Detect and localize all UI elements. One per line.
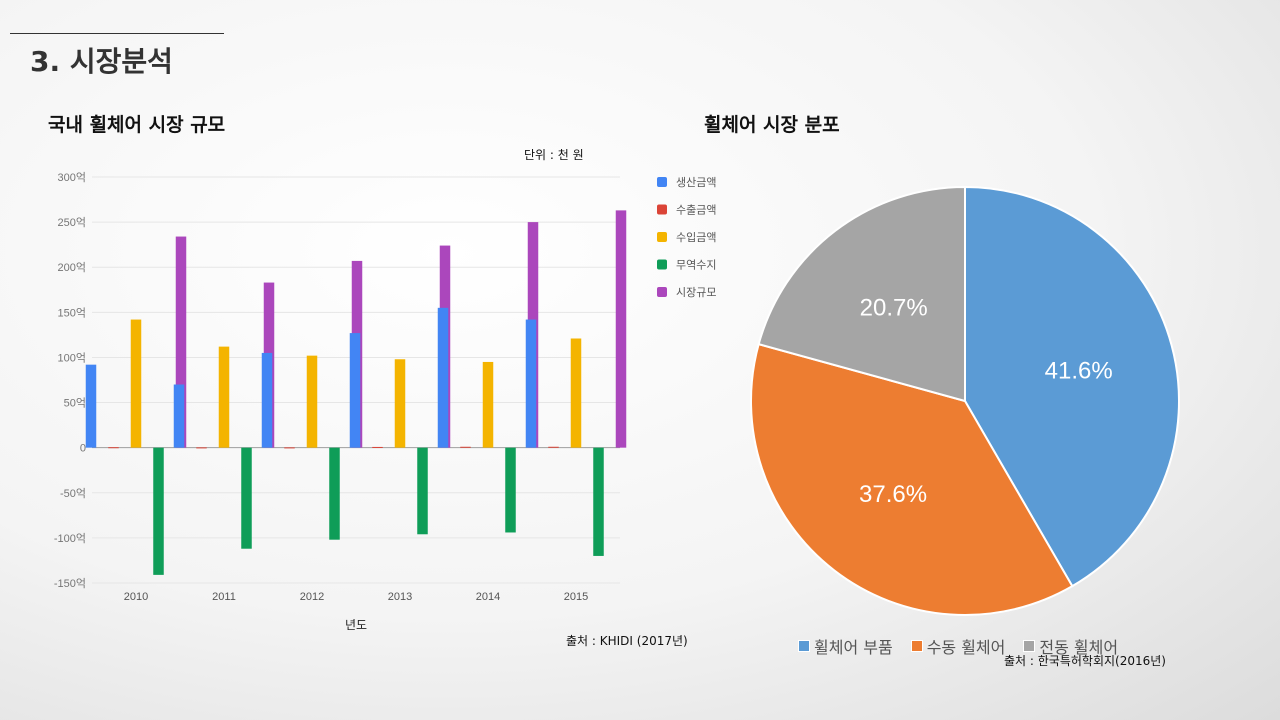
bar [460,446,471,448]
bar [218,346,230,448]
pie-slice [750,342,1074,616]
y-tick-label: -100억 [54,532,86,545]
bar [417,447,428,535]
pie-value-label: 41.6% [1045,357,1113,384]
y-tick-label: 150억 [58,306,86,319]
bar [615,210,627,448]
legend-label: 수출금액 [676,204,716,217]
legend-label: 수입금액 [676,231,716,244]
bar [241,447,252,549]
pie-legend-label: 휠체어 부품 [814,638,893,657]
bar [437,307,449,448]
bar [482,361,494,448]
y-tick-label: 200억 [58,261,86,274]
bar-chart-source: 출처 : KHIDI (2017년) [566,634,688,648]
y-tick-label: 0 [80,443,86,455]
bar [349,333,361,448]
y-tick-label: 250억 [58,216,86,229]
bar [108,447,119,449]
bar [175,236,187,448]
bar [306,355,318,448]
slide-title: 3. 시장분석 [30,45,173,78]
y-tick-label: -50억 [60,487,86,500]
bar-chart-title: 국내 휠체어 시장 규모 [48,114,226,136]
pie-chart-title: 휠체어 시장 분포 [704,114,840,136]
pie-legend-item: 전동 휠체어 [1023,634,1118,658]
bar [548,446,559,448]
bar [593,447,604,556]
pie-legend-swatch [910,640,923,652]
pie-chart-source: 출처 : 한국특허학회지(2016년) [1004,654,1166,668]
x-tick-label: 2012 [300,591,324,603]
legend-label: 무역수지 [676,259,716,272]
x-tick-label: 2013 [388,591,412,603]
x-tick-label: 2014 [476,591,500,603]
pie-legend-swatch [798,640,810,652]
y-tick-label: 50억 [64,397,86,410]
bar [372,446,383,448]
legend-swatch [657,259,667,270]
title-underline [10,33,224,34]
bar [261,352,273,448]
x-tick-label: 2011 [212,591,236,603]
pie-legend-swatch [1023,640,1036,652]
unit-note: 단위 : 천 원 [524,148,584,162]
y-tick-label: -150억 [54,577,86,590]
y-tick-label: 100억 [58,351,86,364]
bar [394,359,406,448]
bar [130,319,142,448]
legend-swatch [657,232,667,242]
bar [570,338,582,448]
x-tick-label: 2010 [124,591,148,603]
pie-legend-item: 수동 휠체어 [910,634,1006,658]
pie-value-label: 37.6% [859,481,927,508]
bar [196,447,207,449]
bar [505,447,516,533]
legend-label: 생산금액 [676,176,716,189]
legend-swatch [657,204,667,215]
pie-legend-label: 수동 휠체어 [926,638,1006,657]
pie-legend-label: 전동 휠체어 [1039,638,1119,657]
bar [173,384,185,448]
bar [153,447,164,575]
pie-legend: 휠체어 부품 수동 휠체어 전동 휠체어 [798,634,1118,658]
legend-swatch [657,177,667,187]
pie-slice [757,185,966,403]
bar [329,447,340,540]
legend-swatch [657,287,667,297]
bar [85,364,97,448]
x-axis-label: 년도 [345,618,367,632]
bar [525,319,537,448]
pie-legend-item: 휠체어 부품 [798,634,893,658]
pie-slice [964,185,1180,588]
pie-value-label: 20.7% [860,294,928,321]
x-tick-label: 2015 [564,591,588,603]
bar [284,447,295,449]
y-tick-label: 300억 [58,171,86,184]
legend-label: 시장규모 [676,286,716,299]
